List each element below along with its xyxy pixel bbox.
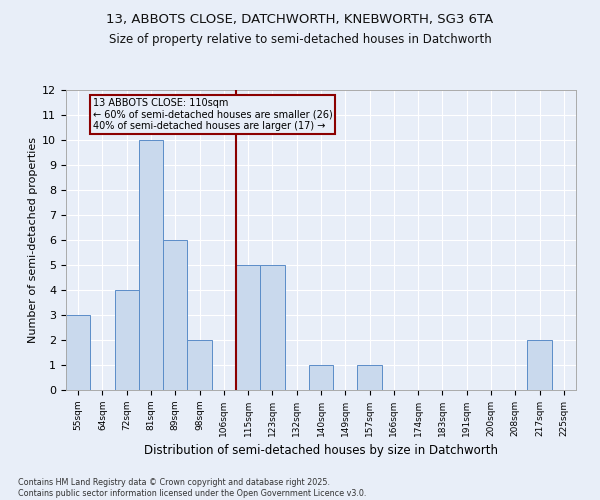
Bar bbox=[358, 365, 382, 390]
Bar bbox=[309, 365, 333, 390]
Bar bbox=[260, 265, 284, 390]
Text: 13, ABBOTS CLOSE, DATCHWORTH, KNEBWORTH, SG3 6TA: 13, ABBOTS CLOSE, DATCHWORTH, KNEBWORTH,… bbox=[106, 12, 494, 26]
Text: 13 ABBOTS CLOSE: 110sqm
← 60% of semi-detached houses are smaller (26)
40% of se: 13 ABBOTS CLOSE: 110sqm ← 60% of semi-de… bbox=[93, 98, 332, 130]
Y-axis label: Number of semi-detached properties: Number of semi-detached properties bbox=[28, 137, 38, 343]
Bar bbox=[187, 340, 212, 390]
Text: Size of property relative to semi-detached houses in Datchworth: Size of property relative to semi-detach… bbox=[109, 32, 491, 46]
Bar bbox=[66, 315, 90, 390]
X-axis label: Distribution of semi-detached houses by size in Datchworth: Distribution of semi-detached houses by … bbox=[144, 444, 498, 458]
Bar bbox=[236, 265, 260, 390]
Bar bbox=[139, 140, 163, 390]
Text: Contains HM Land Registry data © Crown copyright and database right 2025.
Contai: Contains HM Land Registry data © Crown c… bbox=[18, 478, 367, 498]
Bar bbox=[115, 290, 139, 390]
Bar bbox=[527, 340, 552, 390]
Bar bbox=[163, 240, 187, 390]
